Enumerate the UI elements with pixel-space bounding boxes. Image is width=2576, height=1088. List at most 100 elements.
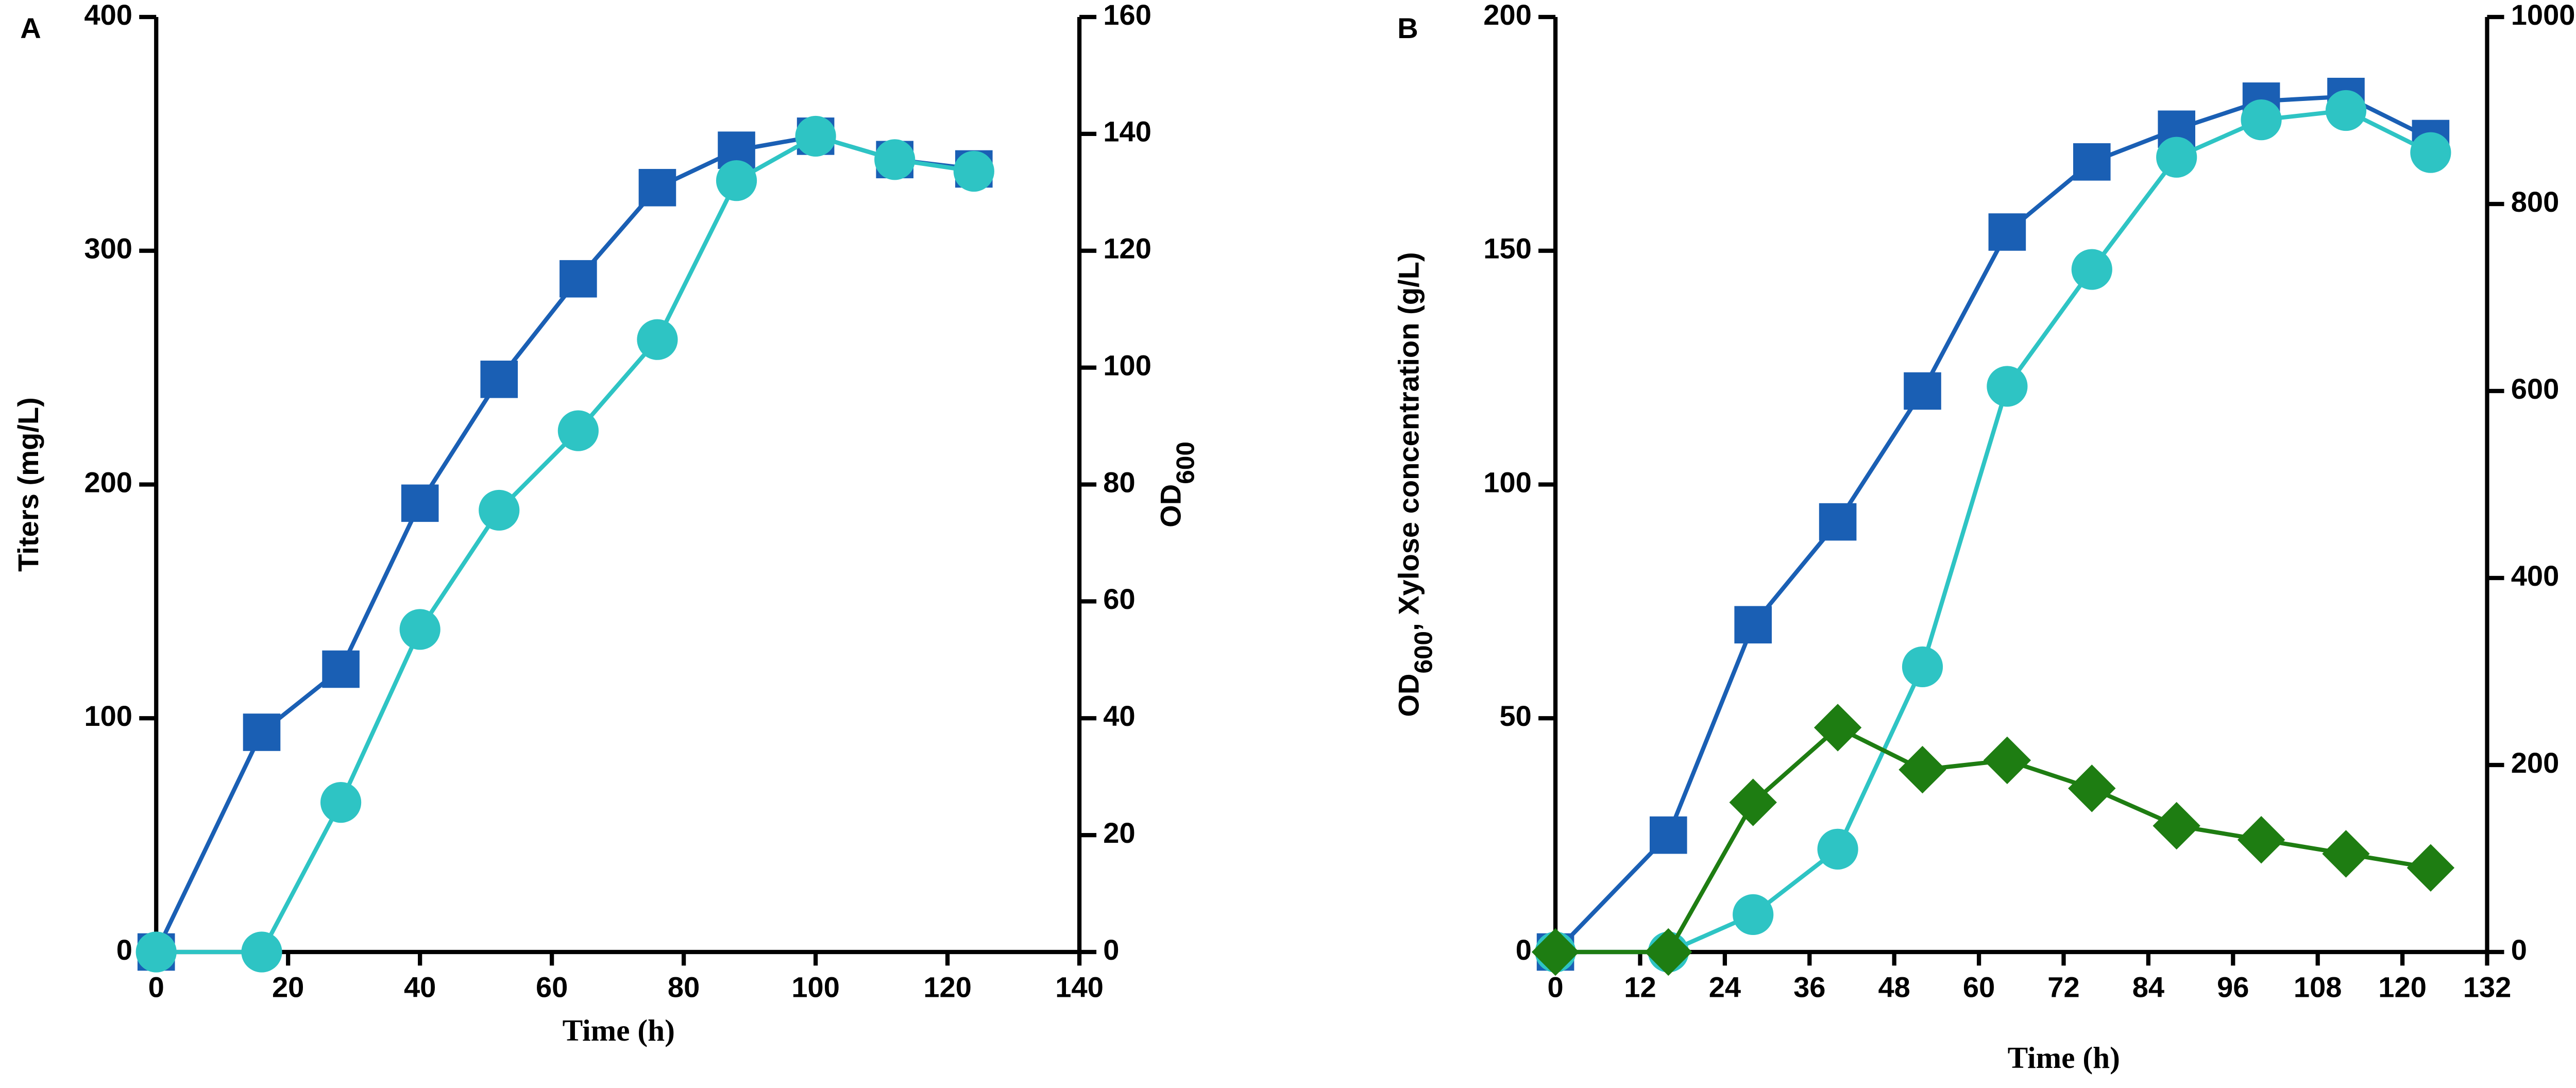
x-tick-label: 20 bbox=[272, 971, 304, 1003]
marker bbox=[1819, 503, 1857, 541]
marker bbox=[2068, 764, 2116, 812]
marker bbox=[401, 484, 439, 522]
marker bbox=[1817, 828, 1858, 870]
panel-label: B bbox=[1397, 12, 1418, 44]
axis-title-part: OD bbox=[1154, 484, 1187, 528]
marker bbox=[2325, 90, 2367, 131]
marker bbox=[2071, 249, 2112, 290]
y-tick-label: 200 bbox=[1483, 0, 1532, 31]
x-tick-label: 12 bbox=[1624, 971, 1656, 1003]
marker bbox=[716, 160, 757, 201]
marker bbox=[241, 931, 282, 973]
axis-title: OD600, Xylose concentration (g/L) bbox=[1392, 252, 1437, 717]
marker bbox=[560, 260, 597, 298]
x-tick-label: 48 bbox=[1878, 971, 1910, 1003]
series-line bbox=[154, 134, 974, 953]
marker bbox=[479, 489, 520, 531]
marker bbox=[2406, 844, 2455, 892]
marker bbox=[557, 410, 599, 451]
x-axis-title: Time (h) bbox=[563, 1013, 675, 1047]
marker bbox=[2153, 802, 2200, 850]
y2-tick-label: 40 bbox=[1103, 700, 1135, 732]
marker bbox=[1987, 366, 2028, 407]
marker bbox=[953, 150, 994, 192]
marker bbox=[1734, 606, 1772, 644]
x-tick-label: 36 bbox=[1793, 971, 1825, 1003]
marker bbox=[480, 361, 518, 398]
marker bbox=[322, 650, 360, 688]
marker bbox=[2241, 99, 2282, 141]
y2-tick-label: 800 bbox=[2511, 185, 2560, 218]
marker bbox=[637, 319, 678, 360]
y2-tick-label: 60 bbox=[1103, 583, 1135, 615]
y2-tick-label: 20 bbox=[1103, 817, 1135, 849]
axis-title-part: 600 bbox=[1171, 441, 1199, 484]
y-tick-label: 50 bbox=[1499, 700, 1531, 732]
y2-tick-label: 120 bbox=[1103, 232, 1151, 265]
marker bbox=[1902, 646, 1943, 688]
marker bbox=[1733, 894, 1774, 935]
x-tick-label: 40 bbox=[404, 971, 436, 1003]
x-tick-label: 96 bbox=[2217, 971, 2249, 1003]
y-tick-label: 100 bbox=[1483, 466, 1532, 498]
y-tick-label: 200 bbox=[84, 466, 132, 498]
marker bbox=[1645, 928, 1692, 976]
y2-tick-label: 200 bbox=[2511, 746, 2560, 779]
x-tick-label: 24 bbox=[1709, 971, 1741, 1003]
y2-tick-label: 160 bbox=[1103, 0, 1151, 31]
y2-tick-label: 600 bbox=[2511, 372, 2560, 405]
marker bbox=[638, 168, 676, 207]
marker bbox=[243, 713, 281, 751]
y-tick-label: 0 bbox=[116, 933, 132, 966]
x-tick-label: 84 bbox=[2132, 971, 2164, 1003]
x-axis-title: Time (h) bbox=[2008, 1041, 2120, 1075]
x-tick-label: 0 bbox=[1547, 971, 1563, 1003]
x-tick-label: 120 bbox=[2378, 971, 2427, 1003]
y-tick-label: 300 bbox=[84, 232, 132, 265]
x-tick-label: 80 bbox=[668, 971, 700, 1003]
y-tick-label: 100 bbox=[84, 700, 132, 732]
x-tick-label: 100 bbox=[791, 971, 840, 1003]
x-tick-label: 120 bbox=[923, 971, 972, 1003]
y2-tick-label: 400 bbox=[2511, 559, 2560, 592]
marker bbox=[1904, 372, 1941, 410]
marker bbox=[2410, 132, 2451, 173]
axis-title-part: Titers (mg/L) bbox=[12, 397, 44, 572]
y2-tick-label: 100 bbox=[1103, 349, 1151, 381]
y2-tick-label: 140 bbox=[1103, 115, 1151, 148]
marker bbox=[874, 139, 916, 180]
marker bbox=[2156, 137, 2197, 178]
y-tick-label: 0 bbox=[1516, 933, 1532, 966]
x-tick-label: 72 bbox=[2047, 971, 2079, 1003]
x-tick-label: 0 bbox=[148, 971, 164, 1003]
marker bbox=[399, 609, 440, 650]
axis-title-part: OD bbox=[1392, 674, 1425, 717]
marker bbox=[1899, 745, 1946, 794]
panel-label: A bbox=[20, 12, 41, 44]
marker bbox=[2237, 816, 2285, 864]
axis-title: Titers (mg/L) bbox=[12, 397, 44, 572]
series-line bbox=[156, 133, 974, 955]
marker bbox=[1983, 736, 2031, 785]
axis-title-part: , Xylose concentration (g/L) bbox=[1392, 252, 1425, 631]
x-tick-label: 60 bbox=[536, 971, 568, 1003]
y2-tick-label: 1000 bbox=[2511, 0, 2575, 31]
x-tick-label: 108 bbox=[2294, 971, 2342, 1003]
marker bbox=[135, 931, 177, 973]
x-tick-label: 132 bbox=[2463, 971, 2512, 1003]
x-tick-label: 60 bbox=[1963, 971, 1995, 1003]
marker bbox=[1988, 213, 2026, 251]
y2-tick-label: 0 bbox=[2511, 933, 2527, 966]
marker bbox=[320, 782, 362, 823]
y2-tick-label: 80 bbox=[1103, 466, 1135, 498]
marker bbox=[1531, 928, 1580, 976]
y-tick-label: 400 bbox=[84, 0, 132, 31]
marker bbox=[2073, 143, 2111, 181]
x-tick-label: 140 bbox=[1055, 971, 1104, 1003]
axis-title-part: 600 bbox=[1409, 631, 1437, 674]
marker bbox=[795, 115, 836, 157]
y2-tick-label: 0 bbox=[1103, 933, 1119, 966]
marker bbox=[2322, 830, 2370, 878]
